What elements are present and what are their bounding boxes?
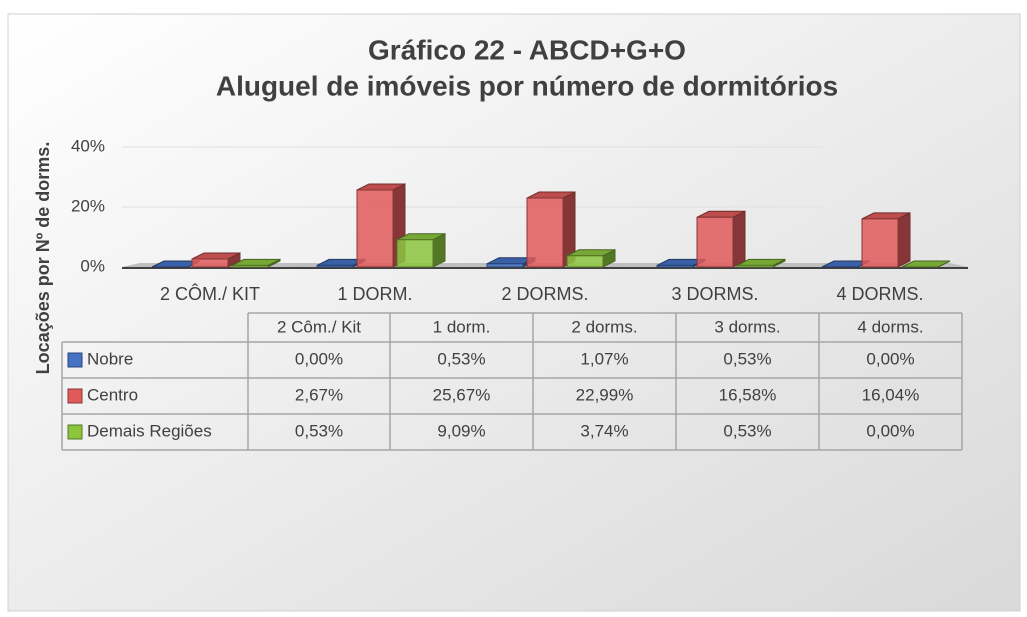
table-header: 3 dorms. <box>714 317 780 336</box>
bar-front <box>486 263 524 268</box>
table-value: 3,74% <box>580 421 628 440</box>
bar-front <box>861 218 899 268</box>
bar <box>526 191 576 268</box>
x-tick-label: 4 DORMS. <box>836 284 923 304</box>
legend-swatch <box>67 424 83 440</box>
bar <box>231 258 281 268</box>
bar-front <box>316 264 354 268</box>
table-header: 2 dorms. <box>571 317 637 336</box>
bar-front <box>191 258 229 268</box>
table-value: 0,53% <box>295 421 343 440</box>
y-axis-label: Locações por Nº de dorms. <box>33 142 53 375</box>
bar-front <box>696 216 734 268</box>
bar-front <box>656 264 694 268</box>
table-header: 2 Côm./ Kit <box>277 317 361 336</box>
x-tick-label: 2 DORMS. <box>501 284 588 304</box>
table-header: 1 dorm. <box>433 317 491 336</box>
table-value: 0,00% <box>295 349 343 368</box>
table-value: 1,07% <box>580 349 628 368</box>
bar <box>191 252 241 268</box>
bar-side <box>732 210 746 268</box>
bar <box>736 258 786 268</box>
bar-top <box>901 260 951 268</box>
table-header: 4 dorms. <box>857 317 923 336</box>
bar-front <box>566 255 604 268</box>
table-value: 0,00% <box>866 349 914 368</box>
y-tick-label: 0% <box>80 256 105 275</box>
bar-front <box>396 239 434 268</box>
bar <box>356 183 406 268</box>
x-tick-label: 1 DORM. <box>337 284 412 304</box>
chart-subtitle: Aluguel de imóveis por número de dormitó… <box>216 70 838 101</box>
legend-swatch <box>67 388 83 404</box>
bar <box>396 232 446 268</box>
table-value: 2,67% <box>295 385 343 404</box>
bar-front <box>526 197 564 268</box>
chart-title: Gráfico 22 - ABCD+G+O <box>368 34 686 65</box>
y-tick-label: 20% <box>71 196 105 215</box>
table-value: 0,53% <box>723 421 771 440</box>
bar-front <box>356 189 394 268</box>
table-value: 0,53% <box>437 349 485 368</box>
table-value: 0,53% <box>723 349 771 368</box>
bar <box>696 210 746 268</box>
bar-front <box>231 264 269 268</box>
bar-front <box>736 264 774 268</box>
table-value: 16,04% <box>862 385 920 404</box>
table-value: 0,00% <box>866 421 914 440</box>
legend-swatch <box>67 352 83 368</box>
x-tick-label: 2 CÔM./ KIT <box>160 283 260 304</box>
y-tick-label: 40% <box>71 136 105 155</box>
legend-label: Centro <box>87 385 138 404</box>
legend-label: Demais Regiões <box>87 421 212 440</box>
legend-label: Nobre <box>87 349 133 368</box>
table-value: 22,99% <box>576 385 634 404</box>
x-tick-label: 3 DORMS. <box>671 284 758 304</box>
bar <box>566 248 616 268</box>
bar <box>861 212 911 268</box>
bar-side <box>897 212 911 268</box>
table-value: 16,58% <box>719 385 777 404</box>
table-value: 9,09% <box>437 421 485 440</box>
table-value: 25,67% <box>433 385 491 404</box>
bar <box>901 260 951 268</box>
